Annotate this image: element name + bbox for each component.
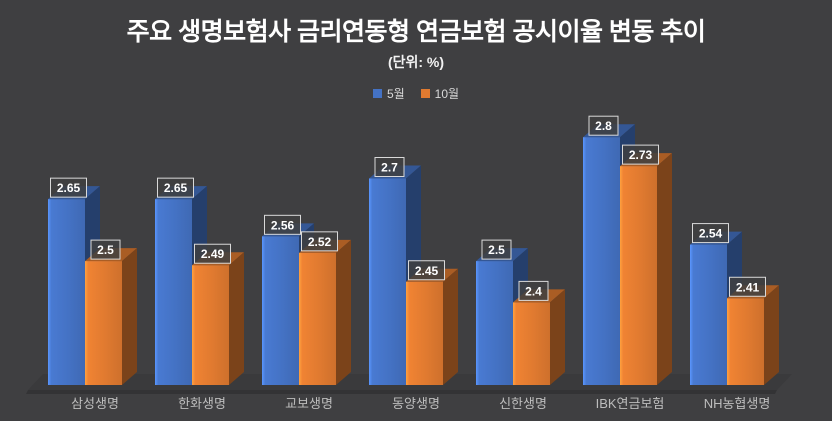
- data-label-box: [301, 231, 338, 252]
- legend-label-series2: 10월: [434, 87, 460, 101]
- chart-subtitle: (단위: %): [387, 54, 445, 70]
- data-label-box: [588, 115, 619, 136]
- chart-title: 주요 생명보험사 금리연동형 연금보험 공시이율 변동 추이: [126, 18, 706, 46]
- legend: 5월 10월: [0, 85, 832, 102]
- data-label-box: [518, 280, 549, 301]
- data-label-box: [157, 177, 194, 198]
- data-label-value: 2.7: [381, 161, 398, 175]
- bar-front-face: [48, 199, 85, 385]
- bar-front-face: [406, 281, 443, 385]
- bar-side-face: [336, 239, 351, 385]
- bar-front-face: [513, 302, 550, 385]
- data-label-10월-동양생명: 2.45: [408, 260, 445, 281]
- bar-front-face: [262, 236, 299, 385]
- data-label-box: [692, 223, 729, 244]
- category-label-동양생명: 동양생명: [392, 396, 440, 411]
- data-label-box: [481, 239, 512, 260]
- data-label-10월-한화생명: 2.49: [194, 243, 231, 264]
- data-label-box: [729, 276, 766, 297]
- data-label-value: 2.49: [201, 247, 225, 261]
- data-label-value: 2.65: [164, 181, 188, 195]
- data-label-value: 2.4: [525, 284, 542, 298]
- legend-swatch-series1-icon: [372, 89, 382, 98]
- data-label-10월-교보생명: 2.52: [301, 231, 338, 252]
- category-label-신한생명: 신한생명: [499, 396, 547, 411]
- data-label-10월-삼성생명: 2.5: [90, 239, 121, 260]
- data-label-value: 2.73: [629, 148, 653, 162]
- bar-side-face: [550, 289, 565, 385]
- data-label-box: [264, 214, 301, 235]
- bar-front-face: [192, 265, 229, 385]
- legend-item-series2: 10월: [420, 85, 460, 102]
- bar-side-face: [764, 285, 779, 385]
- legend-item-series1: 5월: [372, 85, 405, 102]
- data-label-value: 2.45: [415, 264, 439, 278]
- category-label-삼성생명: 삼성생명: [71, 396, 119, 411]
- data-label-box: [408, 260, 445, 281]
- bar-10월-동양생명: [406, 268, 458, 385]
- data-label-value: 2.8: [595, 119, 612, 133]
- bar-front-face: [690, 244, 727, 385]
- bar-front-face: [299, 252, 336, 385]
- data-label-box: [194, 243, 231, 264]
- bar-side-face: [657, 153, 672, 385]
- data-label-value: 2.5: [488, 243, 505, 257]
- bar-front-face: [583, 137, 620, 385]
- category-label-NH농협생명: NH농협생명: [703, 396, 771, 411]
- legend-swatch-series2-icon: [420, 89, 430, 98]
- bar-front-face: [155, 199, 192, 385]
- bar-side-face: [443, 268, 458, 385]
- data-label-5월-동양생명: 2.7: [374, 157, 405, 177]
- data-label-box: [90, 239, 121, 260]
- data-label-5월-한화생명: 2.65: [157, 177, 194, 198]
- bar-side-face: [122, 248, 137, 385]
- data-label-value: 2.52: [308, 235, 332, 249]
- data-label-10월-NH농협생명: 2.41: [729, 276, 766, 297]
- data-label-value: 2.65: [57, 181, 81, 195]
- data-label-10월-신한생명: 2.4: [518, 280, 549, 301]
- bar-front-face: [727, 298, 764, 385]
- data-label-5월-NH농협생명: 2.54: [692, 223, 729, 244]
- data-label-5월-삼성생명: 2.65: [50, 177, 87, 198]
- bar-front-face: [85, 261, 122, 385]
- category-label-IBK연금보험: IBK연금보험: [595, 396, 665, 411]
- data-label-5월-교보생명: 2.56: [264, 214, 301, 235]
- category-label-한화생명: 한화생명: [178, 396, 226, 411]
- bar-10월-NH농협생명: [727, 285, 779, 385]
- data-label-box: [374, 157, 405, 177]
- bar-10월-삼성생명: [85, 248, 137, 385]
- bar-front-face: [369, 178, 406, 385]
- legend-label-series1: 5월: [386, 87, 405, 101]
- data-label-value: 2.56: [271, 218, 295, 232]
- bar-front-face: [476, 261, 513, 385]
- data-label-value: 2.54: [699, 227, 723, 241]
- bar-side-face: [229, 252, 244, 385]
- bar-10월-신한생명: [513, 289, 565, 385]
- data-label-5월-IBK연금보험: 2.8: [588, 115, 619, 136]
- data-label-value: 2.5: [97, 243, 114, 257]
- chart-floor-edge: [26, 390, 777, 394]
- bar-10월-IBK연금보험: [620, 153, 672, 385]
- bar-10월-교보생명: [299, 239, 351, 385]
- data-label-box: [50, 177, 87, 198]
- bar-front-face: [620, 166, 657, 385]
- data-label-value: 2.41: [736, 280, 760, 294]
- data-label-5월-신한생명: 2.5: [481, 239, 512, 260]
- data-label-box: [622, 144, 659, 165]
- category-label-교보생명: 교보생명: [285, 396, 333, 411]
- bar-10월-한화생명: [192, 252, 244, 385]
- data-label-10월-IBK연금보험: 2.73: [622, 144, 659, 165]
